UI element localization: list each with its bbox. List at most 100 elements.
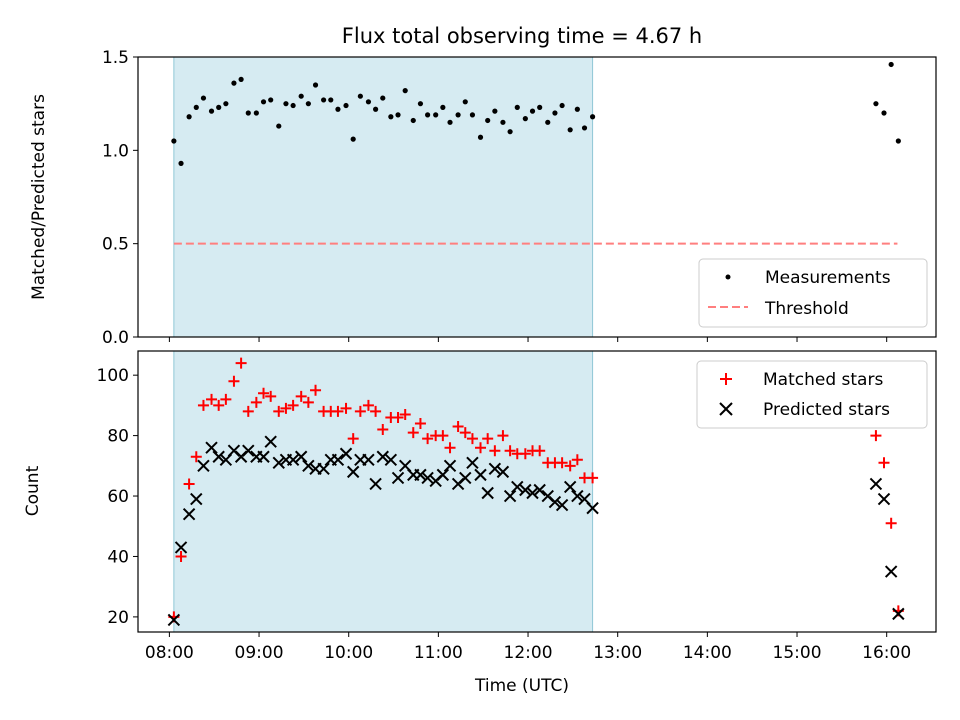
matched-stars-point xyxy=(213,399,225,411)
matched-stars-point xyxy=(482,433,494,445)
measurements-point xyxy=(208,108,215,114)
matched-stars-point xyxy=(190,451,202,463)
matched-stars-point xyxy=(197,399,209,411)
x-tick-label: 09:00 xyxy=(235,643,284,663)
y-tick-label: 40 xyxy=(107,547,129,567)
predicted-stars-point xyxy=(331,453,345,466)
legend-predicted-swatch xyxy=(719,402,733,416)
measurements-point xyxy=(373,106,379,112)
predicted-stars-point xyxy=(286,453,300,466)
predicted-stars-point xyxy=(362,453,375,466)
axes-frame xyxy=(137,350,937,633)
matched-stars-point xyxy=(258,387,270,399)
matched-stars-point xyxy=(302,396,314,408)
measurements-point xyxy=(522,116,528,122)
matched-stars-point xyxy=(422,433,434,445)
matched-stars-point xyxy=(489,445,501,457)
bottom-legend-box xyxy=(696,360,928,429)
measurements-point xyxy=(178,160,184,166)
predicted-stars-point xyxy=(197,459,210,473)
matched-stars-point xyxy=(340,402,352,414)
matched-stars-point xyxy=(878,457,890,469)
predicted-stars-point xyxy=(339,447,353,460)
predicted-stars-point xyxy=(212,450,225,463)
matched-stars-point xyxy=(519,448,531,460)
matched-stars-point xyxy=(556,457,568,469)
predicted-stars-point xyxy=(533,483,546,497)
predicted-stars-point xyxy=(436,468,450,482)
top-panel-marks xyxy=(171,61,901,245)
predicted-stars-point xyxy=(496,465,510,479)
measurements-point xyxy=(433,112,439,118)
measurements-point xyxy=(881,110,887,116)
measurements-point xyxy=(507,129,513,135)
measurements-point xyxy=(260,99,267,105)
predicted-stars-point xyxy=(376,450,389,463)
matched-stars-point xyxy=(362,399,374,411)
matched-stars-point xyxy=(310,384,322,396)
x-tick-label: 14:00 xyxy=(683,643,732,663)
predicted-stars-point xyxy=(877,492,891,506)
predicted-stars-point xyxy=(384,453,398,466)
measurements-point xyxy=(328,97,334,103)
predicted-stars-point xyxy=(369,477,382,491)
legend-measurements-label: Measurements xyxy=(765,268,891,288)
predicted-stars-point xyxy=(459,471,472,485)
predicted-stars-point xyxy=(174,541,188,554)
predicted-stars-point xyxy=(555,498,569,512)
matched-stars-point xyxy=(175,550,187,562)
predicted-stars-point xyxy=(205,441,218,454)
axes-frame xyxy=(137,56,937,338)
predicted-stars-point xyxy=(272,456,285,470)
matched-stars-point xyxy=(354,405,366,417)
measurements-point xyxy=(365,99,372,105)
matched-stars-point xyxy=(280,402,292,414)
measurements-point xyxy=(477,134,484,140)
matched-stars-point xyxy=(392,411,404,423)
predicted-stars-point xyxy=(264,435,277,448)
predicted-stars-point xyxy=(488,462,502,476)
predicted-stars-point xyxy=(511,480,524,494)
predicted-stars-point xyxy=(466,456,479,470)
measurements-point xyxy=(245,110,251,116)
predicted-stars-point xyxy=(892,607,905,621)
legend-matched-label: Matched stars xyxy=(763,370,883,390)
measurements-point xyxy=(290,102,296,109)
measurements-point xyxy=(447,119,453,125)
y-tick-label: 0.5 xyxy=(102,235,129,255)
measurements-point xyxy=(276,123,282,129)
x-tick-label: 10:00 xyxy=(324,643,373,663)
x-tick-label: 15:00 xyxy=(773,643,822,663)
matched-stars-point xyxy=(534,445,546,457)
measurements-point xyxy=(455,112,461,118)
x-tick-label: 16:00 xyxy=(862,643,911,663)
measurements-point xyxy=(425,112,431,118)
measurements-point xyxy=(238,76,244,82)
matched-stars-point xyxy=(370,405,382,417)
measurements-point xyxy=(312,82,319,88)
measurements-point xyxy=(350,136,356,142)
bottom-y-axis-label: Count xyxy=(23,465,43,516)
matched-stars-point xyxy=(332,405,344,417)
legend-measurements-swatch xyxy=(725,274,731,280)
predicted-stars-point xyxy=(548,495,562,509)
predicted-stars-point xyxy=(503,489,517,503)
legend-predicted-label: Predicted stars xyxy=(763,400,890,420)
matched-stars-point xyxy=(183,478,195,490)
matched-stars-point xyxy=(587,472,599,484)
predicted-stars-point xyxy=(443,459,457,473)
measurements-point xyxy=(200,95,207,101)
measurements-point xyxy=(545,119,551,125)
predicted-stars-point xyxy=(242,444,255,457)
measurements-point xyxy=(283,101,289,107)
matched-stars-point xyxy=(399,408,411,420)
predicted-stars-point xyxy=(571,489,584,503)
y-tick-label: 0.0 xyxy=(102,328,129,348)
measurements-point xyxy=(395,112,401,118)
predicted-stars-point xyxy=(526,486,539,500)
x-tick-label: 08:00 xyxy=(145,643,194,663)
measurements-point xyxy=(298,93,304,99)
measurements-point xyxy=(492,108,498,114)
matched-stars-point xyxy=(242,405,254,417)
measurements-point xyxy=(357,93,363,99)
